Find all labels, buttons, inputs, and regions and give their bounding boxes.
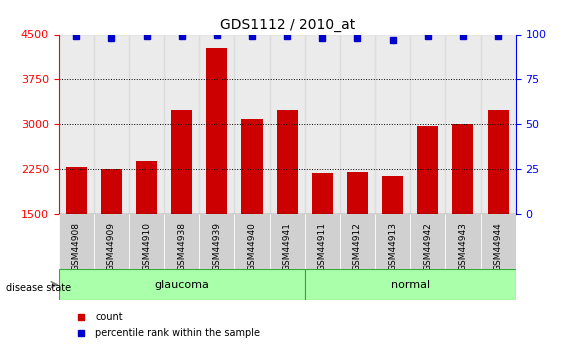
Text: GSM44942: GSM44942 [423, 222, 432, 271]
Text: GSM44939: GSM44939 [212, 222, 222, 271]
Text: GSM44944: GSM44944 [493, 222, 503, 271]
Bar [136, 161, 157, 214]
Bar [101, 169, 122, 214]
Text: GSM44910: GSM44910 [142, 222, 151, 271]
Bar [199, 34, 234, 214]
FancyBboxPatch shape [445, 214, 481, 269]
Bar [270, 34, 305, 214]
FancyBboxPatch shape [59, 214, 94, 269]
Bar [410, 34, 445, 214]
FancyBboxPatch shape [340, 214, 375, 269]
Text: GSM44943: GSM44943 [458, 222, 468, 271]
Bar [481, 34, 516, 214]
Bar [59, 34, 94, 214]
Bar [164, 34, 199, 214]
Bar [347, 172, 368, 214]
Bar [171, 110, 192, 214]
Bar [452, 124, 473, 214]
FancyBboxPatch shape [129, 214, 164, 269]
Text: disease state: disease state [6, 283, 71, 293]
FancyBboxPatch shape [234, 214, 270, 269]
Bar [66, 167, 87, 214]
Bar [312, 173, 333, 214]
FancyBboxPatch shape [305, 214, 340, 269]
Text: glaucoma: glaucoma [154, 280, 209, 289]
FancyBboxPatch shape [94, 214, 129, 269]
Text: GSM44911: GSM44911 [318, 222, 327, 271]
Bar [417, 126, 438, 214]
Bar [445, 34, 481, 214]
FancyBboxPatch shape [59, 269, 305, 300]
Text: GSM44908: GSM44908 [71, 222, 81, 271]
FancyBboxPatch shape [481, 214, 516, 269]
FancyBboxPatch shape [410, 214, 445, 269]
Bar [340, 34, 375, 214]
Bar [305, 34, 340, 214]
Bar [277, 110, 298, 214]
Bar [241, 119, 263, 214]
Bar [382, 176, 403, 214]
Bar [94, 34, 129, 214]
FancyBboxPatch shape [164, 214, 199, 269]
Text: GSM44913: GSM44913 [388, 222, 397, 271]
Text: GSM44909: GSM44909 [107, 222, 116, 271]
Text: percentile rank within the sample: percentile rank within the sample [95, 328, 260, 338]
Bar [488, 110, 509, 214]
FancyBboxPatch shape [270, 214, 305, 269]
Text: count: count [95, 313, 123, 322]
Bar [234, 34, 270, 214]
FancyBboxPatch shape [199, 214, 234, 269]
FancyBboxPatch shape [305, 269, 516, 300]
FancyBboxPatch shape [375, 214, 410, 269]
Text: GSM44938: GSM44938 [177, 222, 186, 271]
Title: GDS1112 / 2010_at: GDS1112 / 2010_at [220, 18, 355, 32]
Text: normal: normal [391, 280, 430, 289]
Text: GSM44912: GSM44912 [353, 222, 362, 271]
Text: GSM44940: GSM44940 [247, 222, 257, 271]
Bar [206, 48, 227, 214]
Bar [129, 34, 164, 214]
Bar [375, 34, 410, 214]
Text: GSM44941: GSM44941 [282, 222, 292, 271]
